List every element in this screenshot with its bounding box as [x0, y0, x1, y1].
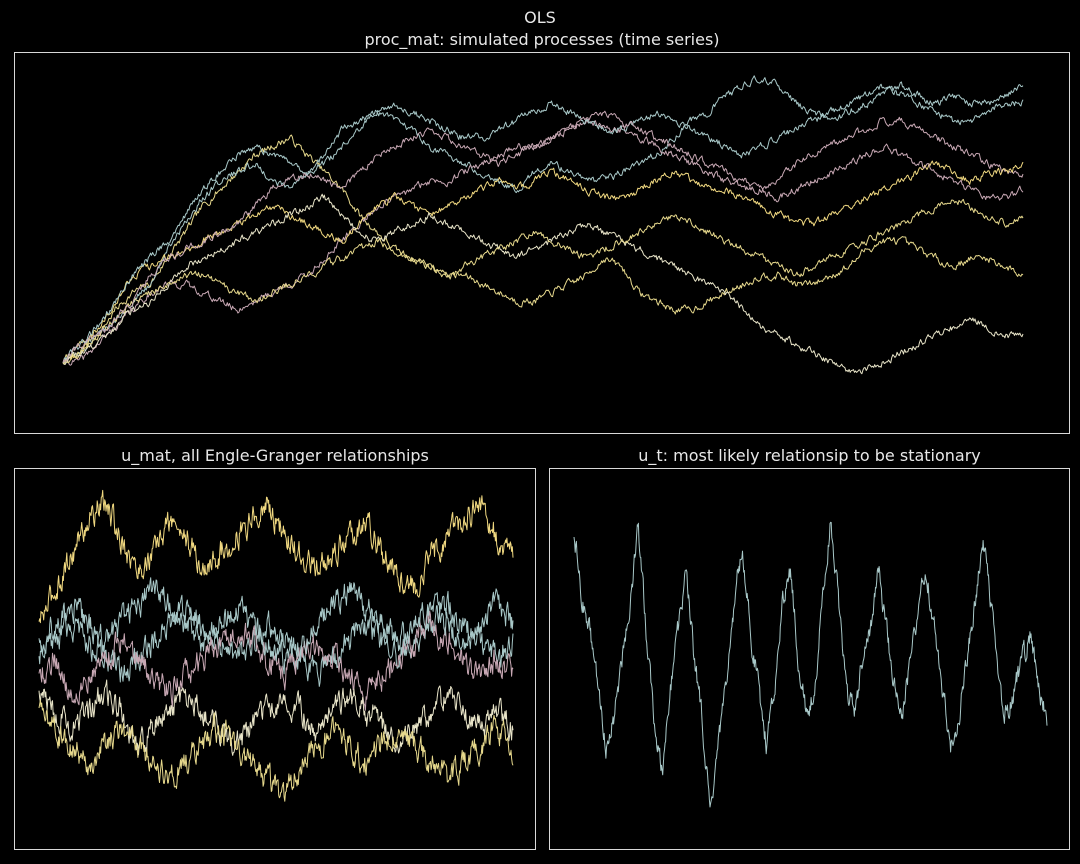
panel-title-u-t: u_t: most likely relationsip to be stati…	[638, 446, 981, 465]
series-line-5	[38, 699, 514, 802]
panel-proc-mat	[14, 52, 1070, 434]
series-line-5	[62, 193, 1024, 375]
u-t-plot	[573, 521, 1048, 808]
panel-u-mat	[14, 468, 536, 850]
series-line-1	[573, 521, 1048, 808]
series-line-3	[62, 116, 1024, 366]
series-line-8	[62, 110, 1024, 363]
series-line-1	[62, 134, 1024, 364]
panel-u-t	[549, 468, 1070, 850]
proc-mat-plot	[62, 75, 1024, 375]
series-line-2	[38, 590, 514, 687]
series-line-6	[38, 577, 514, 675]
series-line-1	[38, 489, 514, 624]
panel-title-proc-mat: proc_mat: simulated processes (time seri…	[364, 30, 720, 49]
u-mat-plot	[38, 489, 514, 802]
series-line-6	[62, 83, 1024, 364]
series-line-2	[62, 75, 1024, 364]
series-line-4	[62, 160, 1024, 364]
panel-title-u-mat: u_mat, all Engle-Granger relationships	[121, 446, 429, 465]
figure-title: OLS	[524, 8, 556, 27]
series-line-7	[62, 198, 1024, 365]
series-line-4	[38, 679, 514, 756]
